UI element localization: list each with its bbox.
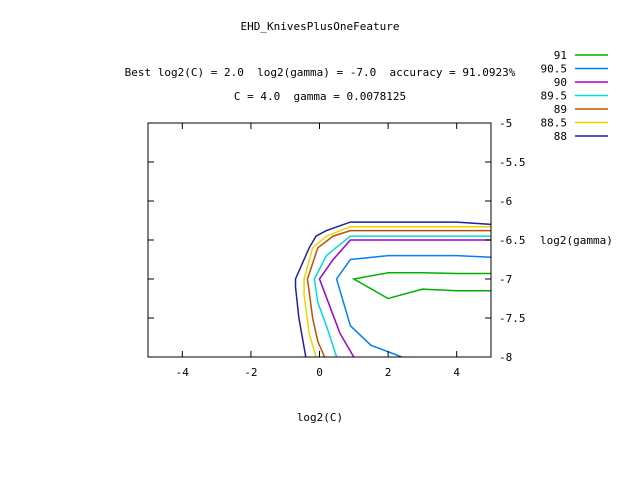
y-tick-label: -5 — [499, 117, 512, 130]
contour-line-88 — [294, 221, 492, 358]
contour-line-88.5 — [303, 225, 491, 358]
contour-line-90 — [318, 239, 491, 358]
y-axis-label: log2(gamma) — [540, 234, 613, 247]
chart-subtitle-best-params: Best log2(C) = 2.0 log2(gamma) = -7.0 ac… — [125, 66, 516, 79]
legend-label: 89 — [554, 103, 567, 116]
contour-line-90.5 — [335, 254, 492, 358]
legend-label: 91 — [554, 49, 567, 62]
axes: -4 -2 0 2 4 -5 -5.5 -6 -6.5 -7 -7.5 -8 — [148, 117, 526, 379]
legend-label: 88.5 — [541, 117, 568, 130]
x-tick-label: 4 — [453, 366, 460, 379]
legend-label: 89.5 — [541, 90, 568, 103]
contour-line-91 — [351, 272, 491, 300]
y-tick-label: -7 — [499, 273, 512, 286]
contour-lines — [294, 221, 492, 358]
contour-line-89 — [306, 229, 491, 358]
x-tick-label: -2 — [244, 366, 257, 379]
y-tick-label: -6 — [499, 195, 512, 208]
x-tick-label: 0 — [316, 366, 323, 379]
y-tick-label: -6.5 — [499, 234, 526, 247]
legend-label: 90.5 — [541, 63, 568, 76]
x-tick-label: 2 — [385, 366, 392, 379]
contour-line-89.5 — [313, 235, 491, 358]
chart-title: EHD_KnivesPlusOneFeature — [241, 20, 400, 33]
x-tick-label: -4 — [176, 366, 190, 379]
legend-label: 90 — [554, 76, 567, 89]
y-tick-label: -7.5 — [499, 312, 526, 325]
chart-subtitle-c-gamma: C = 4.0 gamma = 0.0078125 — [234, 90, 406, 103]
x-axis-label: log2(C) — [297, 411, 343, 424]
legend-label: 88 — [554, 130, 567, 143]
y-tick-label: -8 — [499, 351, 512, 364]
y-tick-label: -5.5 — [499, 156, 526, 169]
